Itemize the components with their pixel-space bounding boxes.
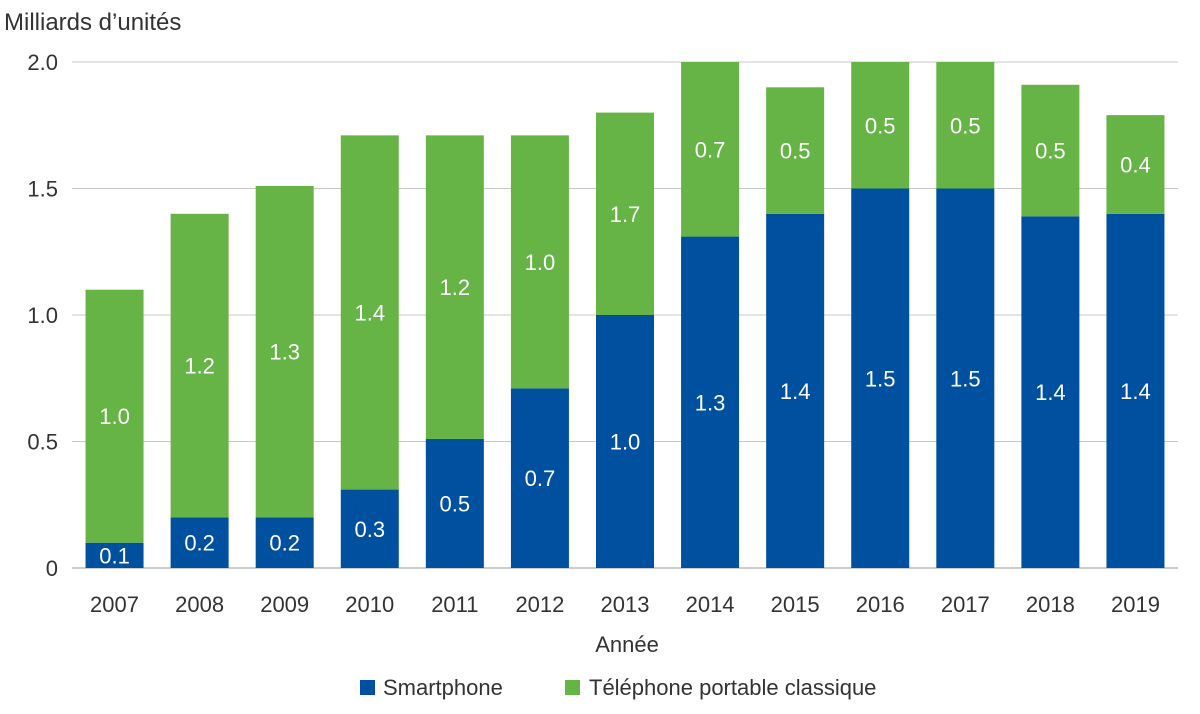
bar-smartphone [1106, 213, 1165, 569]
bar-classic-phone [1106, 115, 1165, 214]
x-tick-label: 2007 [90, 592, 139, 617]
legend: Smartphone Téléphone portable classique [360, 675, 876, 700]
bar-classic-phone [681, 62, 740, 237]
bar-smartphone [510, 388, 569, 568]
bar-label-smartphone: 1.4 [780, 379, 811, 404]
legend-swatch-smartphone [360, 680, 375, 695]
bars [85, 62, 1165, 569]
x-tick-label: 2017 [941, 592, 990, 617]
y-tick-label: 1.0 [27, 303, 58, 328]
bar-classic-phone [766, 87, 825, 214]
y-tick-label: 0.5 [27, 430, 58, 455]
bar-label-classic-phone: 0.4 [1120, 152, 1151, 177]
x-tick-label: 2013 [601, 592, 650, 617]
bar-classic-phone [851, 62, 910, 189]
bar-label-classic-phone: 0.7 [695, 137, 726, 162]
bar-label-classic-phone: 1.3 [269, 340, 300, 365]
x-tick-label: 2008 [175, 592, 224, 617]
bar-label-smartphone: 1.3 [695, 390, 726, 415]
y-tick-label: 1.5 [27, 177, 58, 202]
y-axis-ticks: 0 0.5 1.0 1.5 2.0 [27, 50, 58, 581]
bar-label-smartphone: 0.2 [269, 531, 300, 556]
bar-label-classic-phone: 1.0 [99, 404, 130, 429]
bar-label-smartphone: 1.5 [950, 366, 981, 391]
legend-swatch-classic-phone [565, 680, 580, 695]
bar-classic-phone [596, 112, 654, 315]
bar-label-smartphone: 0.1 [99, 543, 130, 568]
bar-classic-phone [1021, 84, 1080, 217]
bar-label-smartphone: 1.4 [1120, 379, 1151, 404]
bar-smartphone [936, 188, 995, 568]
x-axis-ticks: 2007 2008 2009 2010 2011 2012 2013 2014 2015 2016… [90, 592, 1160, 617]
bar-classic-phone [340, 135, 399, 490]
bar-label-classic-phone: 1.4 [354, 300, 385, 325]
bar-label-classic-phone: 1.0 [525, 250, 556, 275]
bar-classic-phone [170, 213, 229, 518]
x-tick-label: 2018 [1026, 592, 1075, 617]
bar-classic-phone [255, 185, 314, 518]
bar-smartphone [340, 489, 399, 568]
x-tick-label: 2019 [1111, 592, 1160, 617]
bar-smartphone [596, 315, 654, 568]
bar-label-smartphone: 1.5 [865, 366, 896, 391]
x-tick-label: 2014 [686, 592, 735, 617]
bar-classic-phone [936, 62, 995, 189]
bar-classic-phone [85, 289, 144, 543]
bar-label-smartphone: 0.2 [184, 531, 215, 556]
bar-label-smartphone: 1.4 [1035, 380, 1066, 405]
bar-smartphone [85, 542, 144, 568]
bar-smartphone [425, 438, 484, 568]
x-tick-label: 2009 [260, 592, 309, 617]
bar-label-classic-phone: 0.5 [865, 113, 896, 138]
bar-data-labels: 0.1 1.0 0.2 1.2 0.2 1.3 0.3 1.4 0.5 1.2 0.7 1.0 1.0 1… [99, 113, 1151, 568]
bar-smartphone [170, 517, 229, 568]
bar-classic-phone [425, 135, 484, 439]
bar-label-smartphone: 0.5 [440, 491, 471, 516]
bar-label-classic-phone: 1.2 [184, 354, 215, 379]
y-axis-title: Milliards d’unités [4, 9, 181, 36]
bar-label-smartphone: 1.0 [610, 430, 641, 455]
bar-label-classic-phone: 0.5 [950, 113, 981, 138]
bar-smartphone [1021, 216, 1080, 568]
bar-label-smartphone: 0.7 [525, 466, 556, 491]
bar-smartphone [681, 236, 740, 568]
bar-smartphone [851, 188, 910, 568]
x-tick-label: 2011 [431, 592, 478, 617]
bar-label-classic-phone: 1.2 [440, 275, 471, 300]
bar-label-smartphone: 0.3 [354, 517, 385, 542]
x-tick-label: 2015 [771, 592, 820, 617]
y-tick-label: 2.0 [27, 50, 58, 75]
x-tick-label: 2010 [345, 592, 394, 617]
bar-label-classic-phone: 1.7 [610, 202, 641, 227]
bar-smartphone [255, 517, 314, 568]
bar-label-classic-phone: 0.5 [1035, 139, 1066, 164]
bar-smartphone [766, 213, 825, 569]
bar-label-classic-phone: 0.5 [780, 139, 811, 164]
x-tick-label: 2012 [515, 592, 564, 617]
y-tick-label: 0 [46, 556, 58, 581]
x-tick-label: 2016 [856, 592, 905, 617]
legend-label-classic-phone: Téléphone portable classique [589, 675, 876, 700]
legend-label-smartphone: Smartphone [383, 675, 503, 700]
x-axis-title: Année [595, 632, 659, 657]
bar-classic-phone [510, 135, 569, 389]
